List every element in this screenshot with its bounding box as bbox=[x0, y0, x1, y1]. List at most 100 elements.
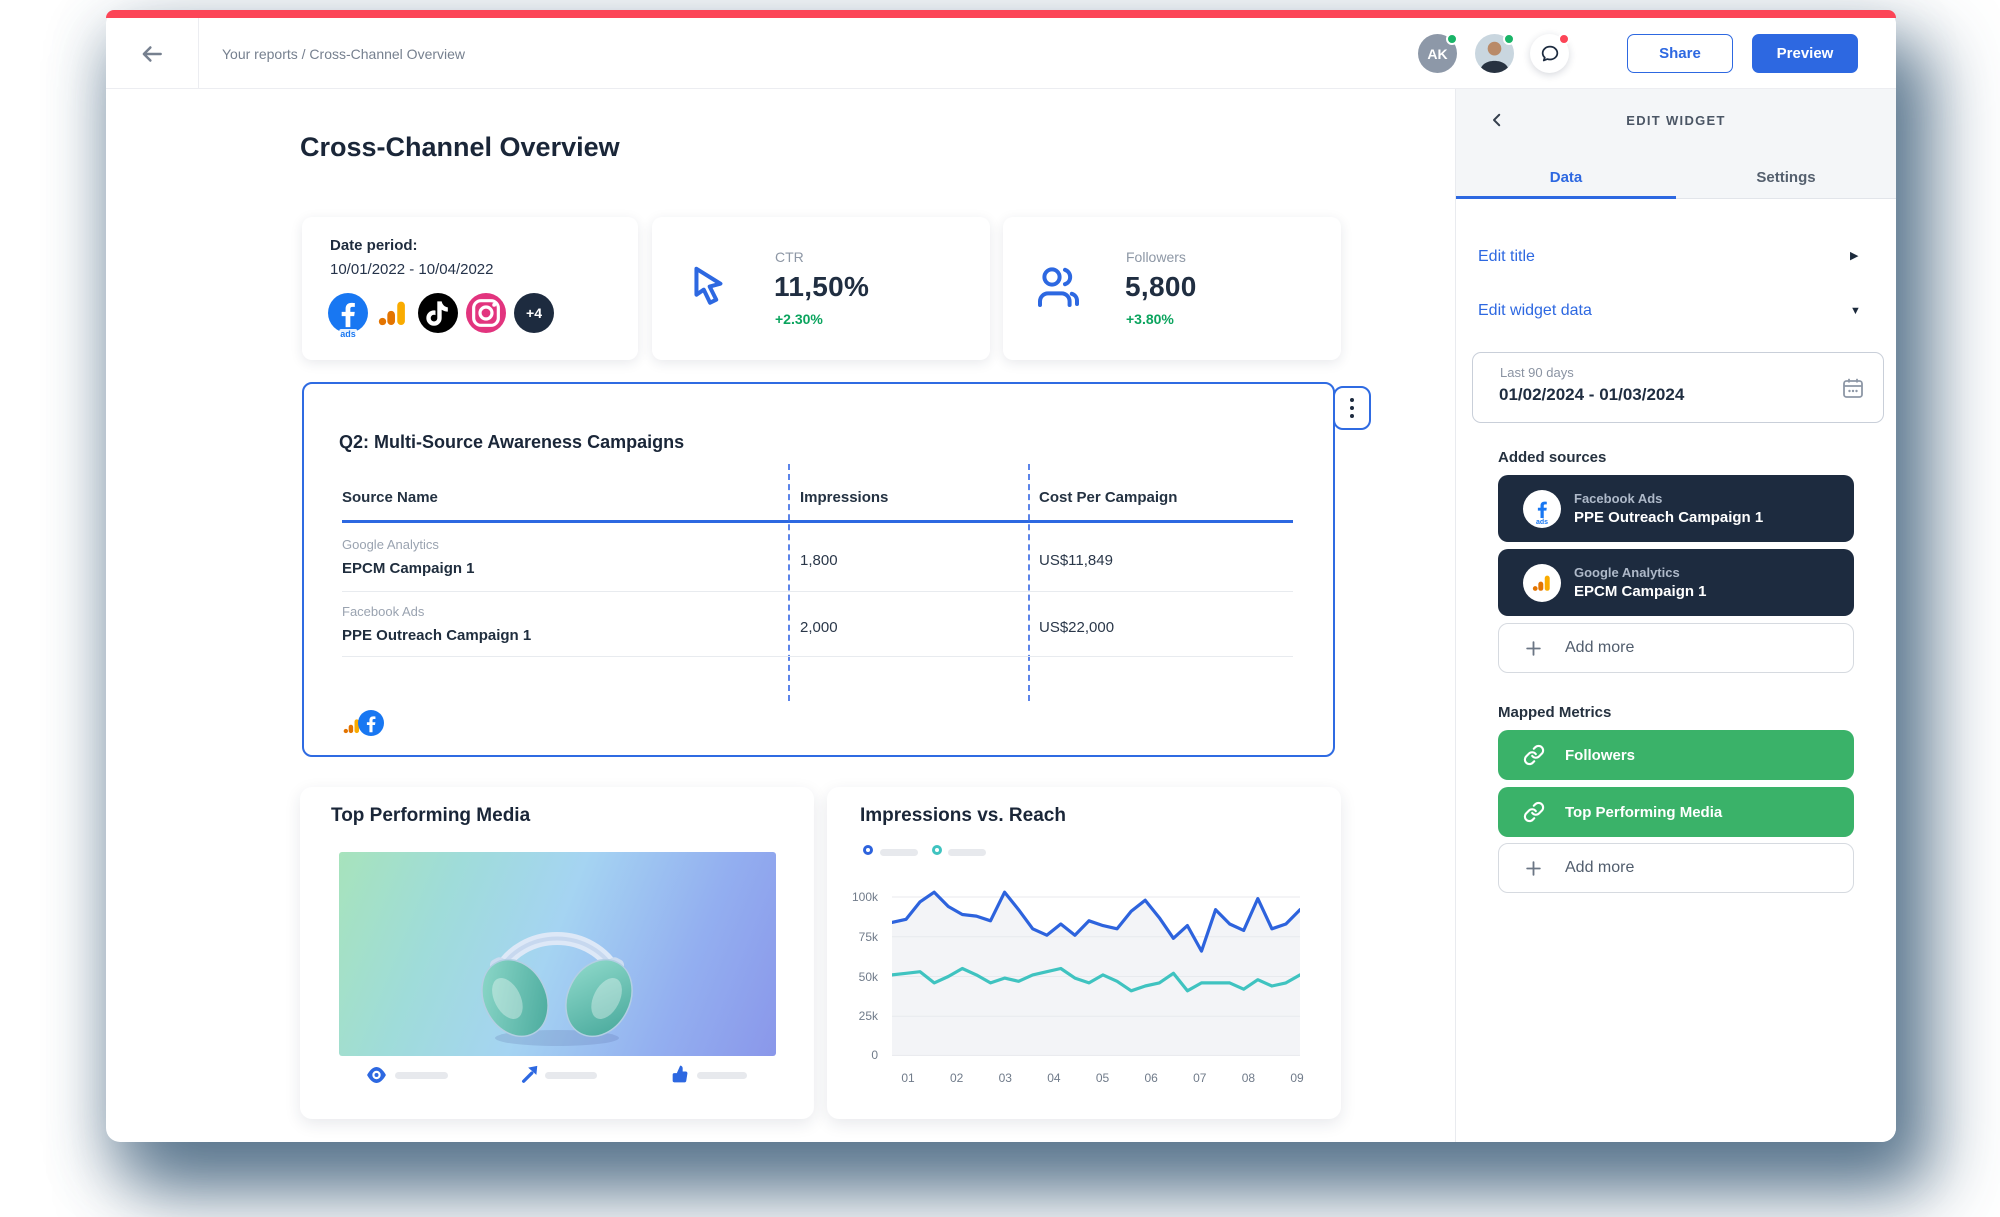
tab-data[interactable]: Data bbox=[1456, 169, 1676, 186]
edit-title-link[interactable]: Edit title bbox=[1478, 248, 1535, 266]
google-analytics-icon bbox=[376, 296, 410, 330]
back-button[interactable] bbox=[106, 18, 199, 89]
link-icon bbox=[1523, 744, 1545, 766]
source-icon-row: ads +4 bbox=[328, 293, 554, 333]
ctr-label: CTR bbox=[775, 249, 804, 265]
row-cost-value: US$11,849 bbox=[1039, 552, 1113, 569]
topbar-actions: AK Share Preview bbox=[1418, 18, 1858, 89]
header-underline bbox=[342, 520, 1293, 523]
notification-dot bbox=[1558, 33, 1570, 45]
chart-x-axis-labels: 010203040506070809 bbox=[892, 1071, 1300, 1087]
stat-skeleton-bar bbox=[545, 1072, 597, 1079]
mapped-metric-top-performing-media[interactable]: Top Performing Media bbox=[1498, 787, 1854, 837]
breadcrumb[interactable]: Your reports / Cross-Channel Overview bbox=[222, 18, 465, 89]
panel-title: EDIT WIDGET bbox=[1456, 113, 1896, 128]
x-tick-label: 03 bbox=[991, 1071, 1019, 1085]
app-window: Your reports / Cross-Channel Overview AK bbox=[106, 10, 1896, 1142]
add-source-label: Add more bbox=[1565, 639, 1634, 657]
back-arrow-icon bbox=[139, 41, 165, 67]
media-widget[interactable]: Top Performing Media bbox=[300, 787, 814, 1119]
cursor-icon bbox=[684, 261, 730, 313]
stat-skeleton-bar bbox=[395, 1072, 448, 1079]
brand-top-strip bbox=[106, 10, 1896, 18]
followers-value: 5,800 bbox=[1125, 271, 1197, 303]
date-range-picker[interactable]: Last 90 days 01/02/2024 - 01/03/2024 bbox=[1472, 352, 1884, 423]
facebook-ads-icon bbox=[358, 710, 384, 736]
share-arrow-icon bbox=[520, 1064, 540, 1084]
add-metric-button[interactable]: Add more bbox=[1498, 843, 1854, 893]
source-platform: Facebook Ads bbox=[1574, 491, 1763, 506]
table-widget[interactable]: Q2: Multi-Source Awareness Campaigns Sou… bbox=[302, 382, 1335, 757]
add-source-button[interactable]: Add more bbox=[1498, 623, 1854, 673]
media-widget-title: Top Performing Media bbox=[331, 805, 530, 827]
source-platform: Google Analytics bbox=[1574, 565, 1707, 580]
chart-y-axis-labels: 100k75k50k25k0 bbox=[827, 882, 878, 1056]
avatar-initials-text: AK bbox=[1427, 46, 1447, 62]
row-divider bbox=[342, 656, 1293, 657]
mapped-metrics-label: Mapped Metrics bbox=[1498, 704, 1611, 721]
x-tick-label: 01 bbox=[894, 1071, 922, 1085]
x-tick-label: 04 bbox=[1040, 1071, 1068, 1085]
share-button-label: Share bbox=[1659, 45, 1701, 62]
added-sources-label: Added sources bbox=[1498, 449, 1606, 466]
x-tick-label: 07 bbox=[1186, 1071, 1214, 1085]
column-separator bbox=[1028, 464, 1030, 701]
edit-widget-panel: EDIT WIDGET Data Settings Edit title ▶ E… bbox=[1455, 89, 1896, 1142]
x-tick-label: 08 bbox=[1234, 1071, 1262, 1085]
chevron-right-icon[interactable]: ▶ bbox=[1850, 249, 1858, 262]
row-impressions-value: 1,800 bbox=[800, 552, 838, 569]
row-campaign-name: PPE Outreach Campaign 1 bbox=[342, 627, 531, 644]
panel-header: EDIT WIDGET Data Settings bbox=[1456, 89, 1896, 199]
source-card-google-analytics[interactable]: Google Analytics EPCM Campaign 1 bbox=[1498, 549, 1854, 616]
x-tick-label: 05 bbox=[1089, 1071, 1117, 1085]
date-range-preset: Last 90 days bbox=[1500, 365, 1574, 380]
media-image-headphones bbox=[339, 852, 776, 1056]
date-period-range: 10/01/2022 - 10/04/2022 bbox=[330, 261, 493, 278]
facebook-ads-icon: ads bbox=[328, 293, 368, 333]
active-tab-underline bbox=[1456, 196, 1676, 199]
widget-menu-button[interactable] bbox=[1333, 386, 1371, 430]
x-tick-label: 09 bbox=[1283, 1071, 1311, 1085]
instagram-icon bbox=[466, 293, 506, 333]
date-period-label: Date period: bbox=[330, 237, 418, 254]
more-sources-badge[interactable]: +4 bbox=[514, 293, 554, 333]
avatar-initials[interactable]: AK bbox=[1418, 34, 1457, 73]
avatar-photo[interactable] bbox=[1475, 34, 1514, 73]
google-analytics-icon bbox=[1523, 564, 1561, 602]
y-tick-label: 0 bbox=[827, 1048, 878, 1062]
mapped-metric-followers[interactable]: Followers bbox=[1498, 730, 1854, 780]
x-tick-label: 02 bbox=[943, 1071, 971, 1085]
edit-widget-data-link[interactable]: Edit widget data bbox=[1478, 302, 1592, 320]
followers-delta: +3.80% bbox=[1126, 311, 1174, 327]
row-source-name: Google Analytics bbox=[342, 537, 439, 552]
chat-button[interactable] bbox=[1530, 34, 1569, 73]
thumbs-up-icon bbox=[671, 1064, 691, 1084]
column-separator bbox=[788, 464, 790, 701]
mapped-metric-label: Followers bbox=[1565, 747, 1635, 764]
more-sources-count: +4 bbox=[526, 305, 542, 321]
ctr-kpi-card[interactable]: CTR 11,50% +2.30% bbox=[652, 217, 990, 360]
source-campaign: PPE Outreach Campaign 1 bbox=[1574, 509, 1763, 526]
chart-widget[interactable]: Impressions vs. Reach 100k75k50k25k0 010… bbox=[827, 787, 1341, 1119]
col-header-cost: Cost Per Campaign bbox=[1039, 489, 1177, 506]
share-button[interactable]: Share bbox=[1627, 34, 1733, 73]
tiktok-icon bbox=[418, 293, 458, 333]
legend-skeleton-label bbox=[948, 849, 986, 856]
chevron-down-icon[interactable]: ▼ bbox=[1850, 305, 1861, 317]
chat-bubble-icon bbox=[1539, 43, 1561, 65]
top-bar: Your reports / Cross-Channel Overview AK bbox=[106, 18, 1896, 89]
preview-button[interactable]: Preview bbox=[1752, 34, 1858, 73]
date-period-card[interactable]: Date period: 10/01/2022 - 10/04/2022 ads bbox=[302, 217, 638, 360]
mapped-metric-label: Top Performing Media bbox=[1565, 804, 1722, 821]
date-range-value: 01/02/2024 - 01/03/2024 bbox=[1499, 385, 1684, 405]
link-icon bbox=[1523, 801, 1545, 823]
facebook-ads-suffix: ads bbox=[1536, 519, 1548, 526]
source-card-facebook[interactable]: ads Facebook Ads PPE Outreach Campaign 1 bbox=[1498, 475, 1854, 542]
followers-kpi-card[interactable]: Followers 5,800 +3.80% bbox=[1003, 217, 1341, 360]
tab-settings[interactable]: Settings bbox=[1676, 169, 1896, 186]
source-campaign: EPCM Campaign 1 bbox=[1574, 583, 1707, 600]
ctr-value: 11,50% bbox=[774, 271, 869, 303]
eye-icon bbox=[365, 1066, 388, 1084]
preview-button-label: Preview bbox=[1777, 45, 1834, 62]
page-title: Cross-Channel Overview bbox=[300, 132, 620, 163]
